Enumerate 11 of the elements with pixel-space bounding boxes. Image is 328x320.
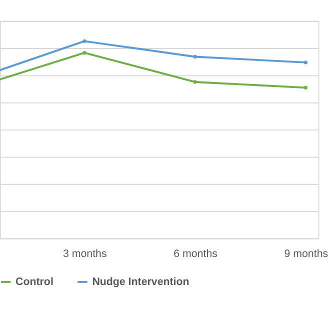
legend-label: Nudge Intervention <box>92 276 190 288</box>
point <box>82 39 86 43</box>
point <box>304 86 308 90</box>
point <box>193 54 197 59</box>
point <box>82 50 86 55</box>
point <box>304 60 308 64</box>
legend-label: Control <box>16 276 54 288</box>
x-tick-label: 3 months <box>62 248 107 260</box>
point <box>193 80 197 84</box>
x-tick-label: 6 months <box>174 248 218 260</box>
x-tick-label: 9 months <box>284 248 328 260</box>
